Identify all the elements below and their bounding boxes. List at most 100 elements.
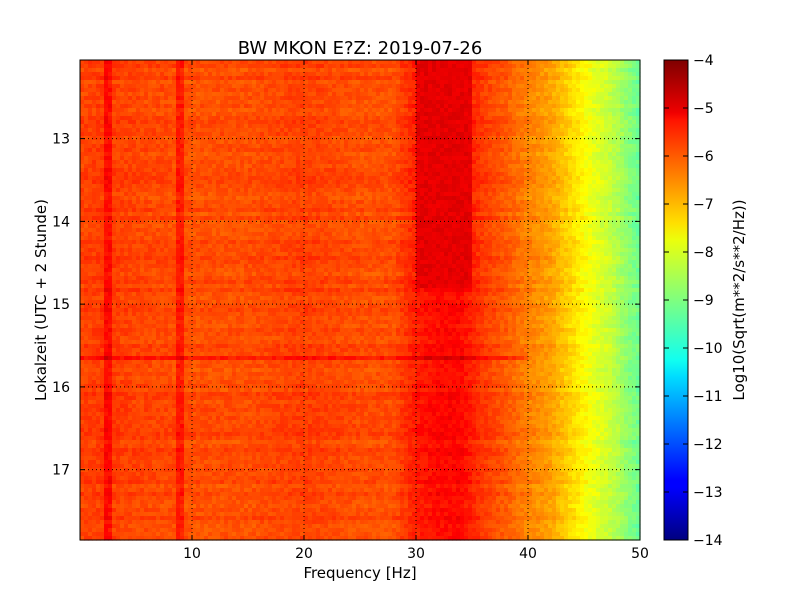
heatmap-cell <box>340 84 345 89</box>
heatmap-cell <box>236 108 241 113</box>
heatmap-cell <box>484 112 489 117</box>
heatmap-cell <box>312 124 317 129</box>
heatmap-cell <box>556 88 561 93</box>
heatmap-cell <box>292 128 297 133</box>
heatmap-cell <box>628 80 633 85</box>
heatmap-cell <box>160 168 165 173</box>
heatmap-cell <box>440 96 445 101</box>
heatmap-cell <box>320 112 325 117</box>
heatmap-cell <box>324 156 329 161</box>
heatmap-cell <box>600 108 605 113</box>
heatmap-cell <box>548 92 553 97</box>
heatmap-cell <box>456 128 461 133</box>
heatmap-cell <box>308 140 313 145</box>
heatmap-cell <box>308 148 313 153</box>
heatmap-cell <box>120 68 125 73</box>
heatmap-cell <box>516 156 521 161</box>
heatmap-cell <box>448 96 453 101</box>
heatmap-cell <box>300 132 305 137</box>
heatmap-cell <box>440 64 445 69</box>
heatmap-cell <box>84 184 89 189</box>
heatmap-cell <box>140 140 145 145</box>
heatmap-cell <box>240 200 245 205</box>
heatmap-cell <box>140 72 145 77</box>
heatmap-cell <box>88 140 93 145</box>
heatmap-cell <box>336 104 341 109</box>
heatmap-cell <box>604 60 609 65</box>
heatmap-cell <box>344 132 349 137</box>
heatmap-cell <box>84 84 89 89</box>
heatmap-cell <box>84 112 89 117</box>
heatmap-cell <box>540 176 545 181</box>
heatmap-cell <box>368 128 373 133</box>
heatmap-cell <box>548 80 553 85</box>
heatmap-cell <box>412 132 417 137</box>
heatmap-cell <box>336 140 341 145</box>
heatmap-cell <box>272 68 277 73</box>
heatmap-cell <box>124 112 129 117</box>
heatmap-cell <box>508 116 513 121</box>
heatmap-cell <box>220 136 225 141</box>
heatmap-cell <box>580 172 585 177</box>
heatmap-cell <box>428 192 433 197</box>
heatmap-cell <box>392 88 397 93</box>
heatmap-cell <box>468 144 473 149</box>
heatmap-cell <box>284 60 289 65</box>
heatmap-cell <box>80 88 85 93</box>
heatmap-cell <box>572 144 577 149</box>
heatmap-cell <box>544 76 549 81</box>
heatmap-cell <box>352 76 357 81</box>
heatmap-cell <box>164 160 169 165</box>
heatmap-cell <box>212 124 217 129</box>
heatmap-cell <box>456 156 461 161</box>
heatmap-cell <box>268 144 273 149</box>
heatmap-cell <box>564 156 569 161</box>
heatmap-cell <box>436 132 441 137</box>
heatmap-cell <box>232 120 237 125</box>
heatmap-cell <box>364 92 369 97</box>
heatmap-cell <box>636 188 641 193</box>
heatmap-cell <box>324 64 329 69</box>
heatmap-cell <box>412 112 417 117</box>
heatmap-cell <box>184 104 189 109</box>
heatmap-cell <box>308 60 313 65</box>
heatmap-cell <box>140 168 145 173</box>
heatmap-cell <box>256 172 261 177</box>
heatmap-cell <box>620 104 625 109</box>
heatmap-cell <box>368 160 373 165</box>
heatmap-cell <box>552 92 557 97</box>
heatmap-cell <box>332 148 337 153</box>
heatmap-cell <box>368 144 373 149</box>
heatmap-cell <box>252 148 257 153</box>
heatmap-cell <box>572 188 577 193</box>
heatmap-cell <box>244 88 249 93</box>
heatmap-cell <box>120 92 125 97</box>
heatmap-cell <box>388 60 393 65</box>
heatmap-cell <box>508 160 513 165</box>
heatmap-cell <box>552 124 557 129</box>
heatmap-cell <box>184 64 189 69</box>
heatmap-cell <box>596 168 601 173</box>
heatmap-cell <box>292 92 297 97</box>
heatmap-cell <box>368 120 373 125</box>
heatmap-cell <box>556 104 561 109</box>
heatmap-cell <box>492 144 497 149</box>
heatmap-cell <box>620 152 625 157</box>
heatmap-cell <box>372 104 377 109</box>
heatmap-cell <box>288 64 293 69</box>
heatmap-cell <box>616 108 621 113</box>
heatmap-cell <box>208 104 213 109</box>
heatmap-cell <box>484 132 489 137</box>
heatmap-cell <box>624 180 629 185</box>
heatmap-cell <box>116 120 121 125</box>
heatmap-cell <box>540 140 545 145</box>
heatmap-cell <box>396 148 401 153</box>
heatmap-cell <box>396 144 401 149</box>
heatmap-cell <box>496 148 501 153</box>
heatmap-cell <box>168 100 173 105</box>
heatmap-cell <box>492 168 497 173</box>
heatmap-cell <box>632 72 637 77</box>
heatmap-cell <box>396 60 401 65</box>
heatmap-cell <box>416 164 421 169</box>
heatmap-cell <box>188 152 193 157</box>
